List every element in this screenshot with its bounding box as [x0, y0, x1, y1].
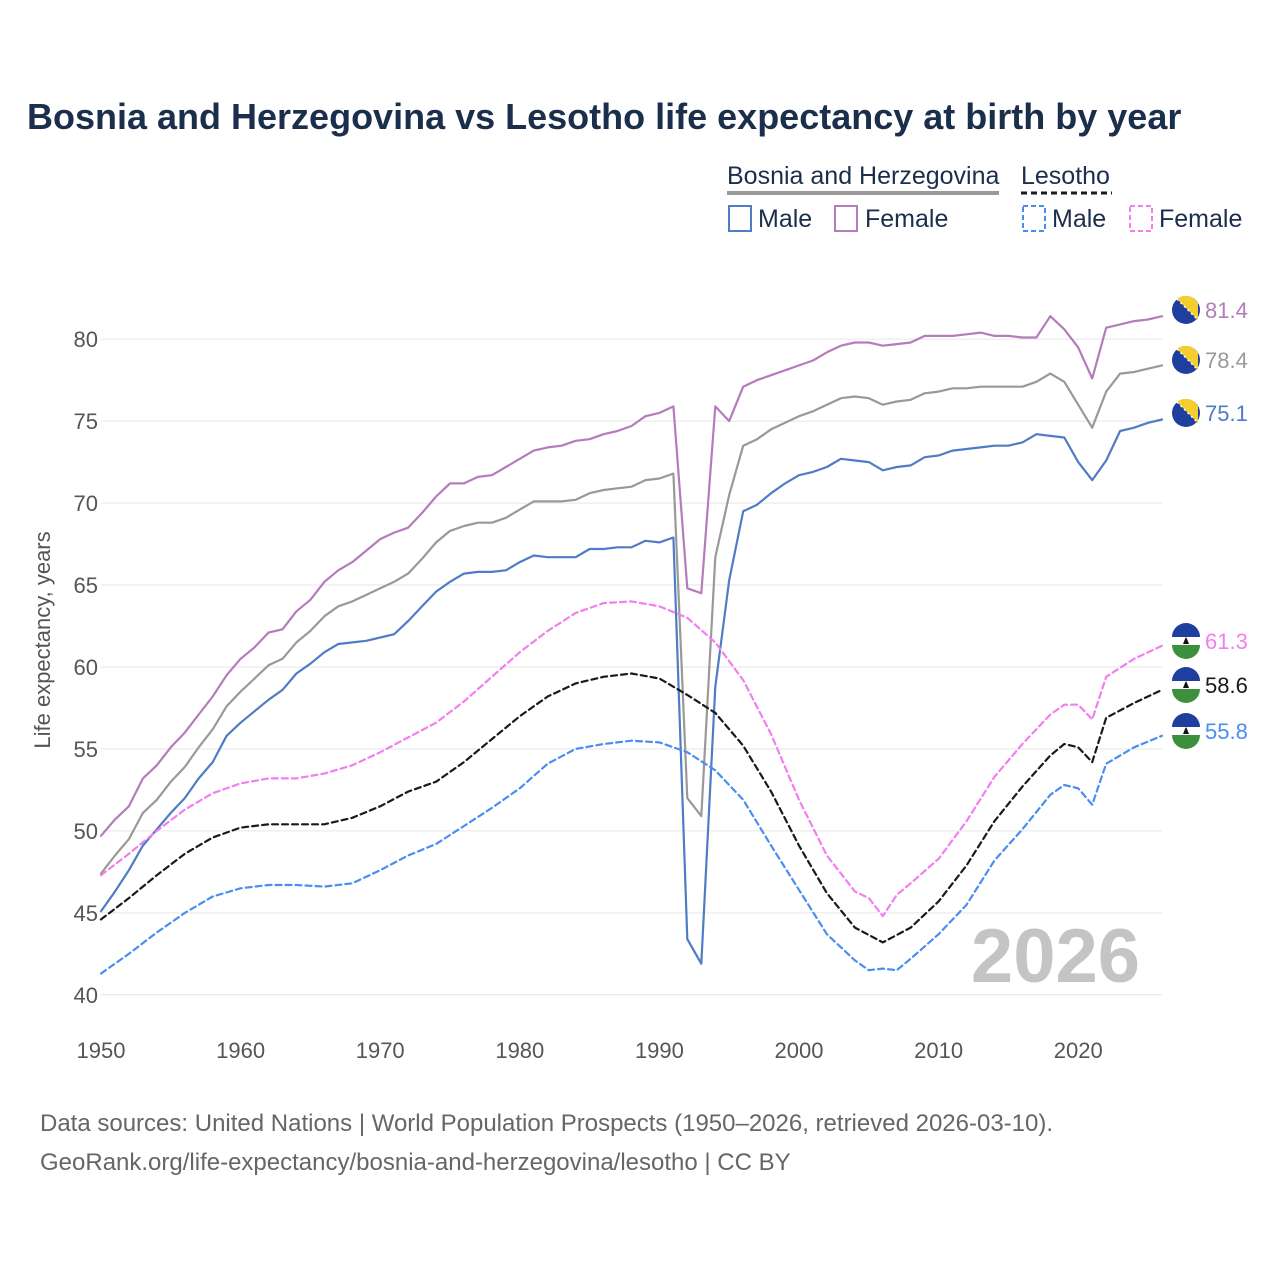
y-tick-label-65: 65 [74, 573, 98, 598]
series-line-lesotho-total [99, 672, 1164, 944]
x-tick-label-1950: 1950 [77, 1038, 126, 1063]
y-tick-label-70: 70 [74, 491, 98, 516]
lesotho-flag-icon [1172, 623, 1200, 659]
y-tick-label-50: 50 [74, 819, 98, 844]
y-tick-label-60: 60 [74, 655, 98, 680]
series-lines [99, 315, 1164, 975]
y-axis-label: Life expectancy, years [30, 531, 55, 748]
footer-source: Data sources: United Nations | World Pop… [40, 1110, 1053, 1137]
lesotho-flag-icon [1172, 667, 1200, 703]
x-tick-label-2000: 2000 [775, 1038, 824, 1063]
end-label-lesotho-male: 55.8 [1205, 719, 1248, 744]
legend-swatch-lesotho-female [1129, 205, 1153, 232]
chart-title: Bosnia and Herzegovina vs Lesotho life e… [27, 96, 1181, 137]
end-label-bosnia-and-herzegovina-male: 75.1 [1205, 401, 1248, 426]
end-label-lesotho-female: 61.3 [1205, 629, 1248, 654]
end-label-bosnia-and-herzegovina-total: 78.4 [1205, 348, 1248, 373]
y-tick-label-55: 55 [74, 737, 98, 762]
x-tick-label-1980: 1980 [495, 1038, 544, 1063]
x-tick-label-2020: 2020 [1054, 1038, 1103, 1063]
legend-group-lesotho: Lesotho [1021, 162, 1110, 190]
lesotho-flag-icon [1172, 713, 1200, 749]
legend-swatch-bosnia-male [728, 205, 752, 232]
bosnia-flag-icon [1172, 345, 1200, 374]
end-label-bosnia-and-herzegovina-female: 81.4 [1205, 298, 1248, 323]
legend-label-lesotho-male: Male [1052, 205, 1106, 233]
series-line-lesotho-female [99, 600, 1164, 918]
series-line-lesotho-male [99, 734, 1164, 975]
legend-label-bosnia-male: Male [758, 205, 812, 233]
y-tick-label-75: 75 [74, 409, 98, 434]
gridlines [101, 338, 1162, 996]
end-label-lesotho-total: 58.6 [1205, 673, 1248, 698]
y-tick-label-40: 40 [74, 983, 98, 1008]
x-tick-label-1990: 1990 [635, 1038, 684, 1063]
x-axis: 1950 1960 1970 1980 1990 2000 2010 2020 [77, 1038, 1103, 1063]
y-tick-label-80: 80 [74, 327, 98, 352]
legend-swatch-lesotho-male [1022, 205, 1046, 232]
bosnia-flag-icon [1172, 398, 1200, 427]
legend-label-bosnia-female: Female [865, 205, 948, 233]
y-tick-label-45: 45 [74, 901, 98, 926]
legend-label-lesotho-female: Female [1159, 205, 1242, 233]
bosnia-flag-icon [1172, 295, 1200, 324]
series-line-bosnia-and-herzegovina-female [99, 315, 1164, 837]
footer-credit: GeoRank.org/life-expectancy/bosnia-and-h… [40, 1149, 791, 1176]
legend-swatch-bosnia-female [834, 205, 858, 232]
legend-group-bosnia: Bosnia and Herzegovina [727, 162, 999, 190]
x-tick-label-1970: 1970 [356, 1038, 405, 1063]
y-axis: 40 45 50 55 60 65 70 75 80 [74, 327, 98, 1008]
series-line-bosnia-and-herzegovina-total [99, 364, 1164, 875]
x-tick-label-1960: 1960 [216, 1038, 265, 1063]
year-watermark: 2026 [971, 914, 1140, 999]
end-labels: 81.4 78.4 75.1 61.3 58.6 55.8 [1172, 295, 1248, 749]
legend: Bosnia and Herzegovina Lesotho Male Fema… [727, 162, 1242, 233]
x-tick-label-2010: 2010 [914, 1038, 963, 1063]
series-line-bosnia-and-herzegovina-male [99, 418, 1164, 965]
